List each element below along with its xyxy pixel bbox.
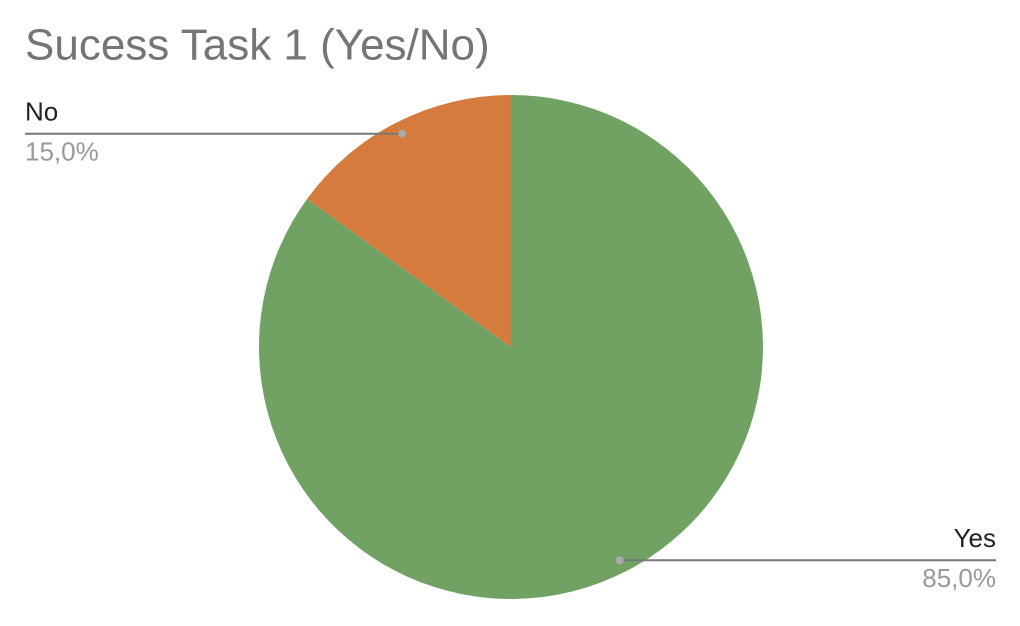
leader-dot (398, 129, 407, 138)
slice-value-label: 85,0% (922, 563, 996, 593)
leader-dot (615, 556, 624, 565)
slice-value-label: 15,0% (25, 137, 99, 167)
slice-label: Yes (954, 523, 996, 553)
pie-slice (258, 95, 764, 600)
chart-title: Sucess Task 1 (Yes/No) (25, 21, 490, 70)
pie-slice (307, 95, 511, 347)
slice-label: No (25, 97, 58, 127)
